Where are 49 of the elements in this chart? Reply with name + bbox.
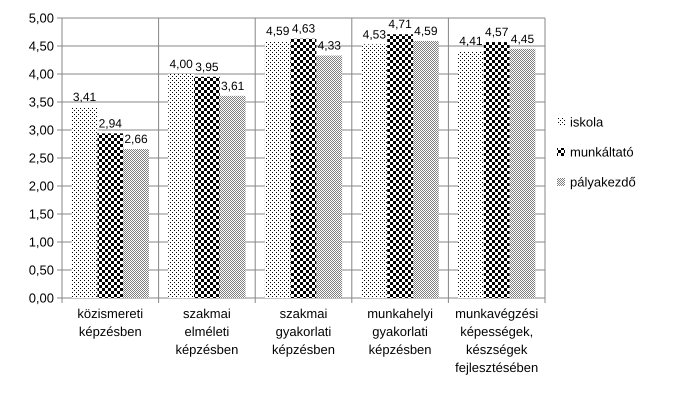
y-tick-label: 4,00	[28, 66, 54, 82]
x-tick-label: munkavégzési képességek, készségek fejlesztésében	[455, 306, 538, 375]
bar	[264, 40, 291, 298]
x-tick-label: szakmai gyakorlati képzésben	[272, 306, 335, 357]
y-tick-label: 0,50	[28, 262, 54, 278]
y-tick-label: 0,00	[28, 290, 54, 306]
data-label: 4,41	[459, 34, 483, 48]
bar	[458, 51, 484, 298]
bar	[484, 42, 510, 298]
x-tick-label: szakmai elméleti képzésben	[175, 306, 238, 357]
bar	[123, 149, 149, 298]
bar	[290, 38, 316, 298]
y-tick-label: 3,50	[28, 94, 54, 110]
legend-label: pályakezdő	[570, 174, 636, 190]
y-tick-label: 2,50	[28, 150, 54, 166]
x-tick-label: munkahelyi gyakorlati képzésben	[367, 306, 434, 357]
bar	[412, 40, 439, 298]
y-tick-label: 4,50	[28, 38, 54, 54]
bar	[168, 74, 194, 298]
data-label: 4,63	[292, 22, 316, 36]
data-label: 2,66	[124, 132, 148, 146]
data-label: 4,57	[485, 25, 509, 40]
data-label: 4,71	[388, 17, 412, 32]
data-label: 4,59	[266, 24, 290, 38]
data-label: 3,41	[72, 90, 97, 104]
y-tick-label: 2,00	[28, 178, 54, 194]
y-tick-label: 3,00	[28, 122, 54, 138]
y-tick-label: 1,50	[28, 206, 54, 222]
bar	[387, 34, 413, 298]
y-tick-label: 1,00	[28, 234, 54, 250]
bar	[316, 56, 342, 298]
bar	[510, 48, 536, 298]
bar	[194, 76, 220, 298]
data-label: 4,33	[318, 38, 342, 53]
data-label: 3,95	[195, 60, 219, 74]
data-label: 4,59	[414, 24, 438, 38]
legend-label: iskola	[570, 114, 604, 130]
data-label: 4,53	[362, 27, 386, 42]
bar	[361, 44, 388, 298]
legend-label: munkáltató	[570, 144, 634, 160]
data-label: 3,61	[220, 78, 245, 93]
bar	[72, 107, 98, 298]
y-tick-label: 5,00	[28, 10, 54, 26]
bar	[97, 133, 124, 298]
bar	[220, 96, 246, 298]
data-label: 2,94	[98, 116, 122, 130]
data-label: 4,45	[510, 32, 534, 46]
x-tick-label: közismereti képzésben	[77, 306, 144, 339]
data-label: 4,00	[169, 57, 194, 71]
